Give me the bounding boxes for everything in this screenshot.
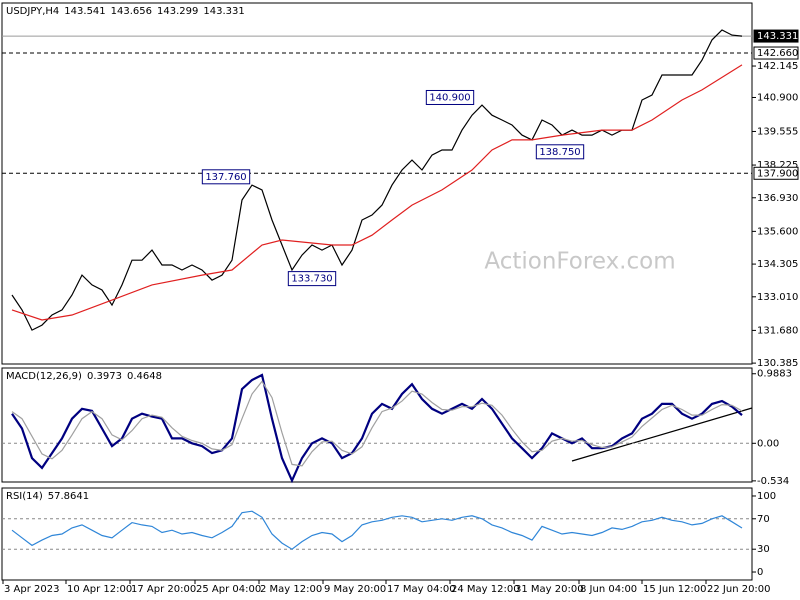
- annotation-box: [535, 144, 585, 160]
- y-tick-label: 0.9883: [757, 369, 792, 380]
- y-tick-label: 139.555: [757, 126, 798, 137]
- header-value: 0.3973: [87, 371, 122, 382]
- series-line: [11, 510, 743, 550]
- series-line: [11, 380, 743, 467]
- price-label-box: [753, 166, 799, 180]
- header-value: 143.541: [64, 6, 105, 17]
- panel-header: MACD(12,26,9) 0.3973 0.4648: [6, 371, 162, 382]
- annotation-box: [425, 89, 475, 105]
- y-tick-label: 30: [757, 544, 770, 555]
- y-tick-label: 142.145: [757, 61, 798, 72]
- trend-line: [571, 407, 753, 462]
- annotation-label: 138.750: [539, 147, 580, 158]
- y-tick-label: 134.305: [757, 259, 798, 270]
- y-tick-label: 138.225: [757, 160, 798, 171]
- y-tick-label: 133.010: [757, 292, 798, 303]
- y-tick-label: 0: [757, 567, 763, 578]
- annotation-label: 137.760: [205, 172, 246, 183]
- macd-panel: [1, 367, 753, 483]
- y-tick-label: 100: [757, 491, 776, 502]
- panel-header: RSI(14) 57.8641: [6, 491, 89, 502]
- y-tick-label: 131.680: [757, 325, 798, 336]
- y-tick-label: 0.00: [757, 438, 779, 449]
- x-tick-label: 2 May 12:00: [260, 584, 322, 595]
- x-tick-label: 10 Apr 12:00: [67, 584, 132, 595]
- price-panel: [1, 2, 753, 365]
- x-tick-label: 9 May 20:00: [324, 584, 386, 595]
- price-label: 143.331: [757, 31, 798, 42]
- annotation-box: [201, 169, 251, 185]
- annotation-label: 133.730: [291, 274, 332, 285]
- header-value: 0.4648: [127, 371, 162, 382]
- header-value: 143.331: [203, 6, 244, 17]
- price-label-box: [753, 46, 799, 60]
- series-line: [11, 29, 743, 331]
- rsi-panel: [1, 487, 753, 581]
- x-tick-label: 15 Jun 12:00: [643, 584, 707, 595]
- x-tick-label: 17 Apr 20:00: [131, 584, 196, 595]
- price-label: 137.900: [757, 168, 798, 179]
- y-tick-label: 70: [757, 514, 770, 525]
- series-line: [11, 373, 743, 484]
- price-label: 142.660: [757, 48, 798, 59]
- panel-title: MACD(12,26,9): [6, 371, 82, 382]
- price-label-box: [753, 29, 799, 43]
- header-value: 143.299: [157, 6, 198, 17]
- x-tick-label: 31 May 20:00: [515, 584, 584, 595]
- panel-title: RSI(14): [6, 491, 43, 502]
- x-tick-label: 3 Apr 2023: [4, 584, 59, 595]
- header-value: 143.656: [111, 6, 152, 17]
- header-value: 57.8641: [48, 491, 89, 502]
- panel-header: USDJPY,H4 143.541 143.656 143.299 143.331: [6, 6, 245, 17]
- y-tick-label: 135.600: [757, 226, 798, 237]
- watermark: ActionForex.com: [484, 249, 675, 275]
- x-tick-label: 17 May 04:00: [387, 584, 456, 595]
- y-tick-label: 140.900: [757, 92, 798, 103]
- x-tick-label: 25 Apr 04:00: [196, 584, 261, 595]
- x-tick-label: 8 Jun 04:00: [580, 584, 637, 595]
- y-tick-label: 130.385: [757, 358, 798, 369]
- annotation-box: [287, 271, 337, 287]
- annotation-label: 140.900: [429, 92, 470, 103]
- x-tick-label: 24 May 12:00: [451, 584, 520, 595]
- x-tick-label: 22 Jun 20:00: [707, 584, 771, 595]
- y-tick-label: 136.930: [757, 193, 798, 204]
- series-line: [11, 64, 743, 321]
- panel-title: USDJPY,H4: [6, 6, 59, 17]
- y-tick-label: -0.534: [757, 476, 789, 487]
